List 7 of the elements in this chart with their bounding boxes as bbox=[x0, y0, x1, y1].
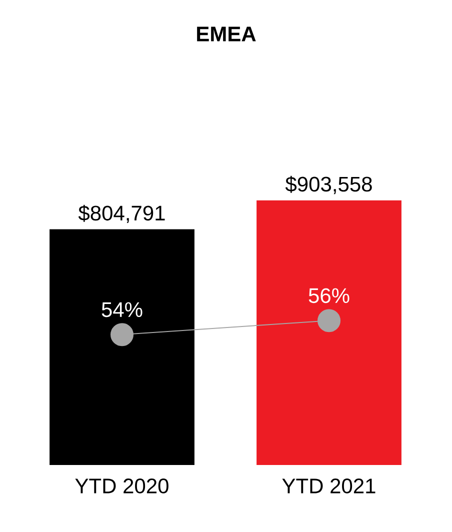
data-label: $804,791 bbox=[78, 204, 165, 224]
x-tick-label: YTD 2020 bbox=[75, 478, 168, 494]
data-label: 54% bbox=[102, 302, 142, 318]
x-tick-label: YTD 2021 bbox=[282, 478, 376, 494]
data-label: 56% bbox=[308, 288, 350, 304]
chart-title: EMEA bbox=[197, 26, 256, 42]
data-label: $903,558 bbox=[285, 176, 372, 194]
